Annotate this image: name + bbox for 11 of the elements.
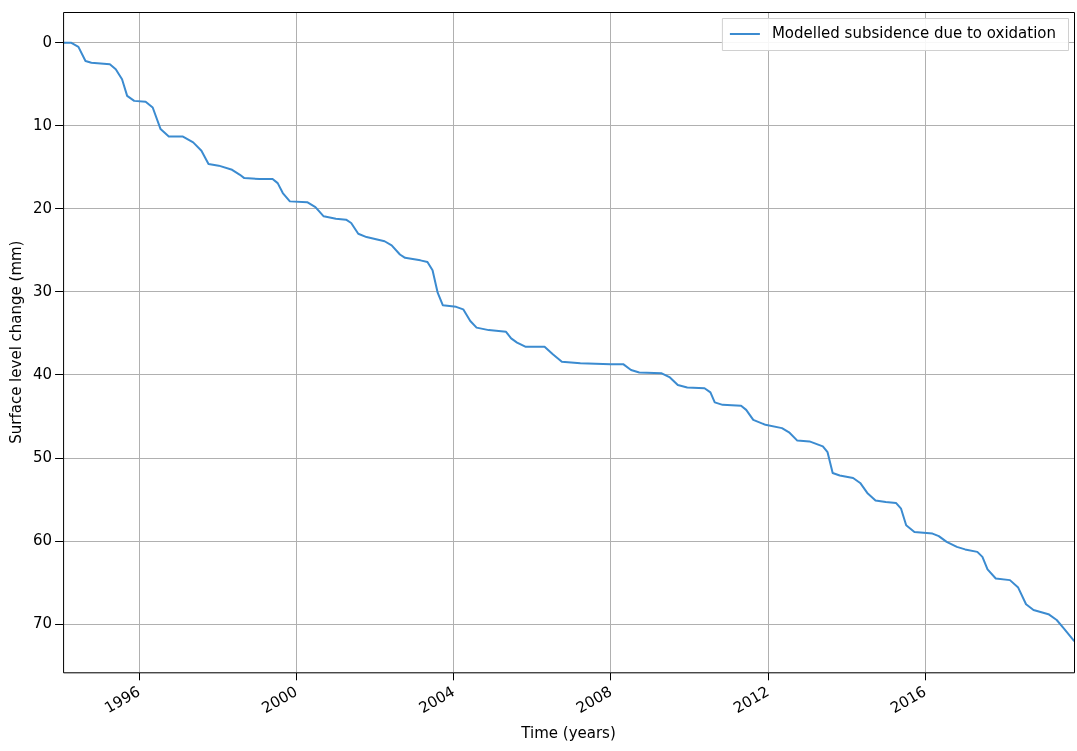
y-tick-label: 0 (42, 32, 53, 51)
y-axis-title: Surface level change (mm) (6, 240, 25, 444)
y-tick-label: 20 (32, 198, 53, 217)
y-tick-label: 10 (32, 115, 53, 134)
legend-label: Modelled subsidence due to oxidation (771, 23, 1056, 42)
y-tick-label: 40 (32, 364, 53, 383)
y-tick-label: 50 (32, 447, 53, 466)
x-axis-title: Time (years) (520, 723, 616, 742)
y-tick-label: 30 (32, 281, 53, 300)
y-tick-label: 70 (32, 614, 53, 633)
y-tick-label: 60 (32, 530, 53, 549)
